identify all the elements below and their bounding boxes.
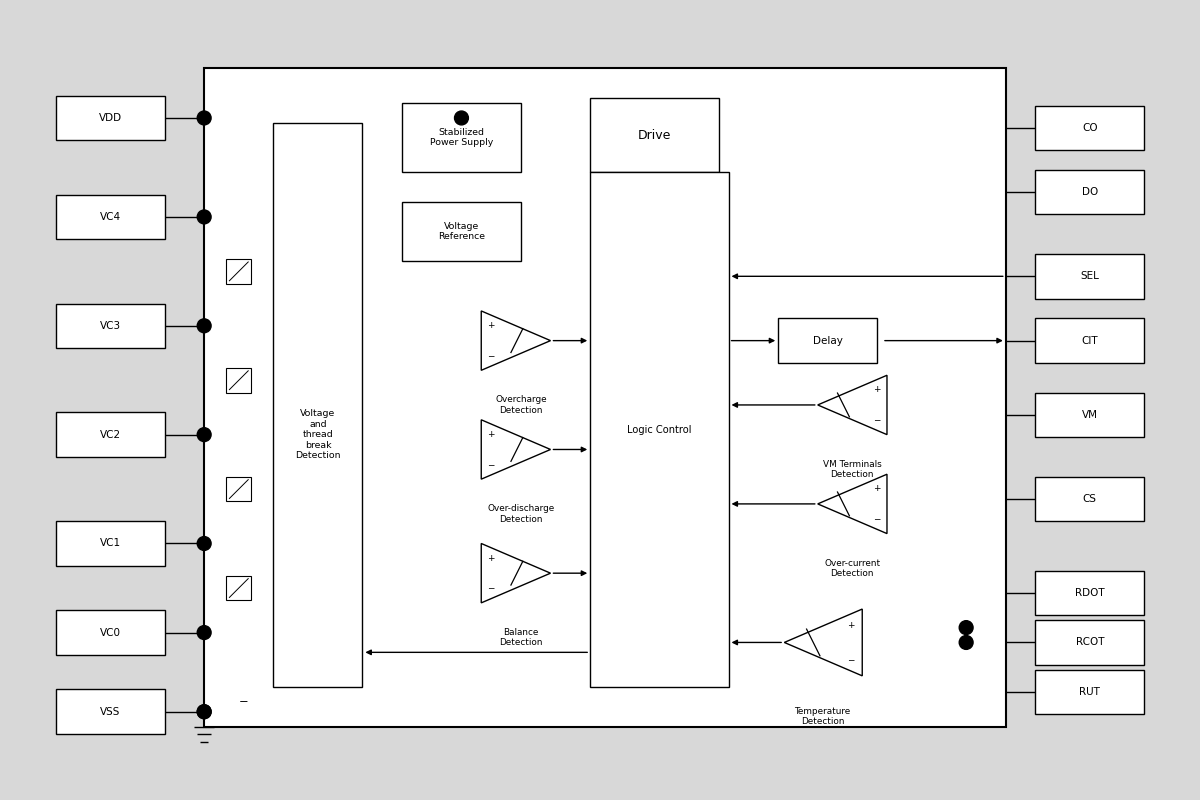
FancyBboxPatch shape	[1036, 570, 1145, 615]
Text: +: +	[847, 621, 854, 630]
Text: Delay: Delay	[812, 336, 842, 346]
Text: RDOT: RDOT	[1075, 588, 1105, 598]
Text: Stabilized
Power Supply: Stabilized Power Supply	[430, 128, 493, 147]
Text: VC1: VC1	[100, 538, 121, 549]
Text: VDD: VDD	[98, 113, 121, 123]
FancyBboxPatch shape	[55, 96, 164, 140]
Text: VM: VM	[1082, 410, 1098, 420]
FancyBboxPatch shape	[1036, 170, 1145, 214]
FancyBboxPatch shape	[1036, 254, 1145, 298]
Circle shape	[197, 111, 211, 125]
FancyBboxPatch shape	[227, 368, 251, 393]
Text: Drive: Drive	[637, 129, 671, 142]
Text: −: −	[874, 514, 881, 523]
FancyBboxPatch shape	[227, 477, 251, 502]
Text: Balance
Detection: Balance Detection	[499, 628, 542, 647]
Text: −: −	[239, 697, 248, 707]
FancyBboxPatch shape	[778, 318, 877, 363]
Text: +: +	[487, 321, 494, 330]
FancyBboxPatch shape	[55, 194, 164, 239]
FancyBboxPatch shape	[227, 576, 251, 600]
FancyBboxPatch shape	[1036, 318, 1145, 363]
Text: −: −	[874, 415, 881, 425]
Circle shape	[197, 626, 211, 639]
FancyBboxPatch shape	[590, 98, 719, 172]
Text: DO: DO	[1081, 187, 1098, 197]
Text: VM Terminals
Detection: VM Terminals Detection	[823, 459, 882, 479]
FancyBboxPatch shape	[1036, 670, 1145, 714]
FancyBboxPatch shape	[1036, 620, 1145, 665]
FancyBboxPatch shape	[590, 172, 728, 687]
Text: Voltage
Reference: Voltage Reference	[438, 222, 485, 242]
Circle shape	[959, 621, 973, 634]
Text: CIT: CIT	[1081, 336, 1098, 346]
Circle shape	[197, 705, 211, 718]
FancyBboxPatch shape	[55, 690, 164, 734]
Circle shape	[197, 537, 211, 550]
Text: Temperature
Detection: Temperature Detection	[794, 707, 851, 726]
FancyBboxPatch shape	[55, 303, 164, 348]
Text: Voltage
and
thread
break
Detection: Voltage and thread break Detection	[295, 410, 341, 460]
Text: SEL: SEL	[1080, 271, 1099, 282]
Text: −: −	[487, 460, 494, 469]
Text: RUT: RUT	[1080, 687, 1100, 697]
Text: −: −	[487, 351, 494, 360]
Text: RCOT: RCOT	[1075, 638, 1104, 647]
Circle shape	[959, 635, 973, 650]
Text: VC4: VC4	[100, 212, 121, 222]
Circle shape	[197, 428, 211, 442]
Text: −: −	[487, 584, 494, 593]
FancyBboxPatch shape	[204, 69, 1006, 726]
Text: +: +	[487, 554, 494, 562]
Text: +: +	[487, 430, 494, 439]
FancyBboxPatch shape	[55, 412, 164, 457]
Text: Logic Control: Logic Control	[628, 425, 691, 434]
Circle shape	[455, 111, 468, 125]
Circle shape	[197, 210, 211, 224]
FancyBboxPatch shape	[55, 610, 164, 655]
Text: +: +	[874, 386, 881, 394]
Text: −: −	[847, 655, 854, 664]
Circle shape	[197, 705, 211, 718]
Circle shape	[197, 319, 211, 333]
FancyBboxPatch shape	[274, 123, 362, 687]
Text: VC0: VC0	[100, 627, 121, 638]
Text: +: +	[874, 484, 881, 494]
FancyBboxPatch shape	[1036, 393, 1145, 437]
FancyBboxPatch shape	[1036, 106, 1145, 150]
Text: Over-discharge
Detection: Over-discharge Detection	[487, 504, 554, 523]
Text: Overcharge
Detection: Overcharge Detection	[496, 395, 547, 414]
Text: VC2: VC2	[100, 430, 121, 440]
FancyBboxPatch shape	[55, 522, 164, 566]
Text: Over-current
Detection: Over-current Detection	[824, 558, 881, 578]
FancyBboxPatch shape	[402, 202, 521, 262]
Text: VC3: VC3	[100, 321, 121, 330]
Text: VSS: VSS	[100, 706, 120, 717]
Text: CS: CS	[1082, 494, 1097, 504]
FancyBboxPatch shape	[1036, 477, 1145, 522]
Text: CO: CO	[1082, 123, 1098, 133]
FancyBboxPatch shape	[227, 259, 251, 284]
FancyBboxPatch shape	[402, 103, 521, 172]
